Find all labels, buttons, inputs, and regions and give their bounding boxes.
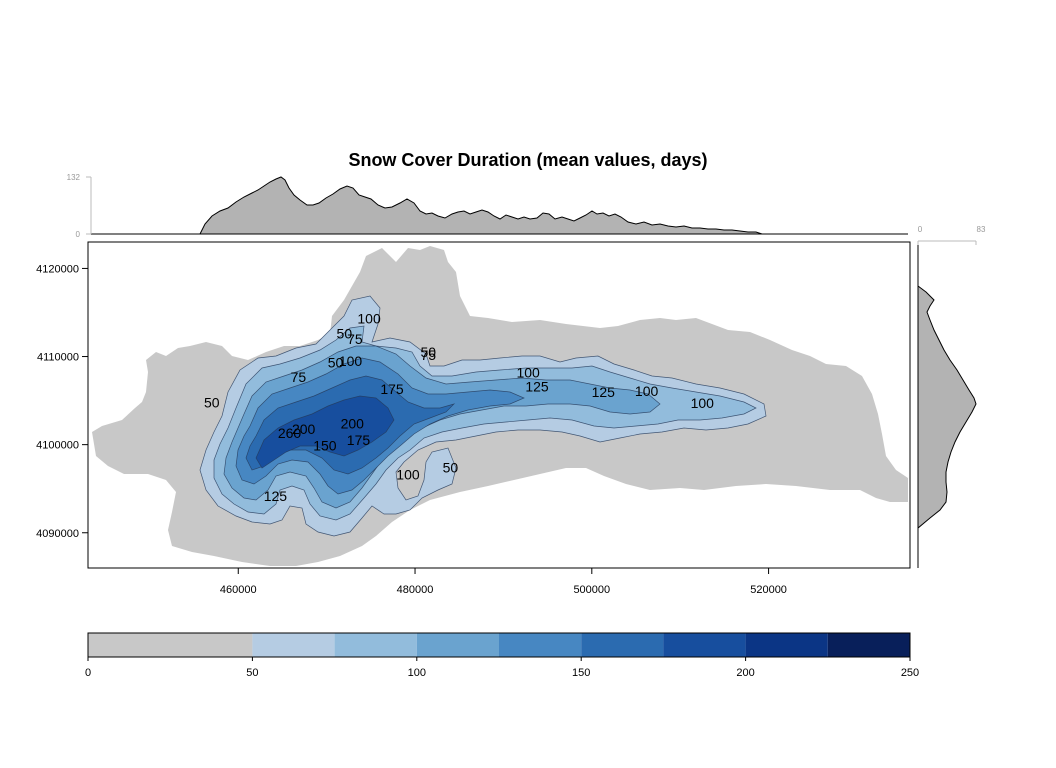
colorbar-segment: [334, 633, 417, 657]
colorbar-segment: [88, 633, 253, 657]
y-axis: 4120000 4110000 4100000 4090000: [36, 263, 88, 540]
contour-label: 50: [328, 355, 344, 371]
colorbar-tick-label: 250: [901, 667, 919, 679]
contour-label: 125: [525, 378, 549, 394]
x-tick-label: 520000: [750, 584, 787, 596]
contour-label: 200: [341, 416, 365, 432]
colorbar-tick-label: 100: [408, 667, 426, 679]
plot-frame: [87, 241, 911, 569]
top-histogram-min-label: 0: [76, 230, 81, 239]
y-tick-label: 4110000: [37, 352, 79, 364]
contour-label: 125: [592, 384, 616, 400]
colorbar-segment: [499, 633, 582, 657]
contour-label: 260: [278, 425, 302, 441]
x-tick-label: 500000: [573, 584, 610, 596]
y-tick-label: 4100000: [36, 440, 79, 452]
colorbar-tick-label: 0: [85, 667, 91, 679]
colorbar-segment: [663, 633, 746, 657]
contour-label: 75: [347, 331, 363, 347]
x-axis: 460000 480000 500000 520000: [220, 568, 787, 596]
contour-label: 100: [516, 364, 540, 380]
right-histogram-min-label: 0: [918, 225, 923, 234]
contour-label: 75: [421, 347, 437, 363]
contour-label: 100: [357, 311, 381, 327]
colorbar-frame: [87, 632, 911, 658]
contour-label: 200: [292, 421, 316, 437]
colorbar-segment: [827, 633, 910, 657]
right-histogram-area: [917, 285, 977, 530]
contour-label: 175: [347, 432, 371, 448]
colorbar-tick-label: 150: [572, 667, 590, 679]
x-tick-label: 480000: [397, 584, 434, 596]
contour-label: 50: [421, 344, 437, 360]
contour-label: 125: [264, 488, 288, 504]
top-histogram-area: [199, 176, 763, 235]
right-histogram-max-label: 83: [977, 225, 986, 234]
colorbar-segment: [745, 633, 828, 657]
contour-label: 100: [396, 467, 420, 483]
contour-label: 100: [691, 395, 715, 411]
top-histogram: 132 0: [67, 173, 908, 239]
colorbar-tick-label: 200: [736, 667, 754, 679]
contour-label: 50: [204, 394, 220, 410]
contour-label: 175: [380, 381, 404, 397]
colorbar-tick-label: 50: [246, 667, 258, 679]
top-histogram-max-label: 132: [67, 173, 81, 182]
colorbar-segment: [252, 633, 335, 657]
colorbar-segment: [581, 633, 664, 657]
colorbar-legend: 0 50 100 150 200 250: [85, 632, 919, 679]
contour-label: 150: [313, 438, 337, 454]
contour-label: 75: [291, 369, 307, 385]
contour-label: 100: [635, 383, 659, 399]
right-histogram: 0 83: [917, 225, 986, 568]
colorbar-segment: [416, 633, 499, 657]
chart-title: Snow Cover Duration (mean values, days): [348, 150, 708, 170]
y-tick-label: 4120000: [36, 263, 79, 275]
contour-label: 100: [339, 353, 363, 369]
contour-label: 50: [337, 326, 353, 342]
x-tick-label: 460000: [220, 584, 257, 596]
y-tick-label: 4090000: [36, 528, 79, 540]
contour-label: 50: [443, 460, 459, 476]
